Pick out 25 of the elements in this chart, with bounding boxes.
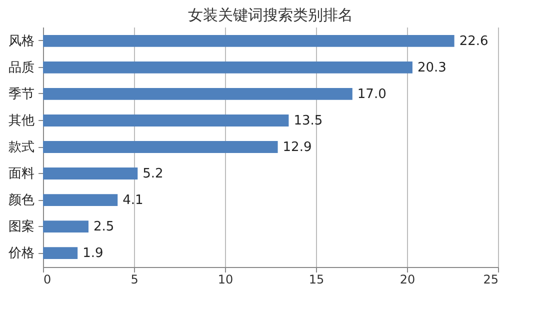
y-tick-label: 价格: [8, 246, 34, 262]
data-label: 22.6: [459, 34, 488, 49]
y-tick-label: 面料: [8, 166, 34, 182]
x-tick-label: 15: [308, 272, 324, 286]
y-tick-label: 风格: [8, 34, 34, 49]
y-tick-label: 品质: [8, 60, 34, 76]
data-label: 4.1: [122, 193, 144, 208]
chart-title: 女装关键词搜索类别排名: [188, 6, 353, 24]
x-tick-label: 20: [400, 272, 416, 286]
y-tick-label: 款式: [8, 140, 34, 155]
data-label: 17.0: [357, 86, 386, 102]
y-tick-label: 图案: [8, 218, 34, 235]
y-tick-label: 颜色: [8, 193, 34, 208]
data-label: 1.9: [82, 246, 104, 262]
x-tick-label: 10: [218, 272, 234, 286]
x-tick-label: 5: [130, 272, 138, 286]
data-label: 13.5: [294, 113, 323, 128]
y-tick-label: 其他: [8, 113, 34, 128]
data-label: 5.2: [142, 166, 164, 182]
data-label: 2.5: [94, 220, 114, 235]
data-label: 20.3: [417, 60, 446, 76]
y-tick-label: 季节: [8, 86, 34, 102]
x-tick-label: 0: [44, 272, 52, 286]
x-tick-label: 25: [483, 272, 498, 286]
data-label: 12.9: [282, 140, 312, 155]
